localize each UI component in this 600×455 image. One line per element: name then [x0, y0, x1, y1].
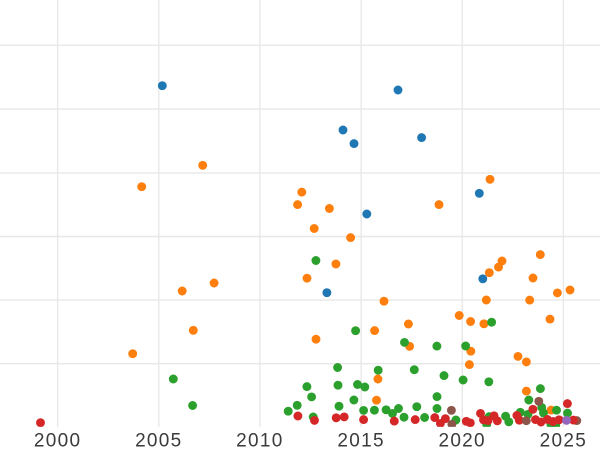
svg-text:2005: 2005 — [135, 431, 182, 451]
svg-text:2020: 2020 — [438, 431, 485, 451]
svg-text:2025: 2025 — [540, 431, 587, 451]
svg-text:2010: 2010 — [236, 431, 283, 451]
svg-text:2015: 2015 — [337, 431, 384, 451]
svg-text:2000: 2000 — [34, 431, 81, 451]
